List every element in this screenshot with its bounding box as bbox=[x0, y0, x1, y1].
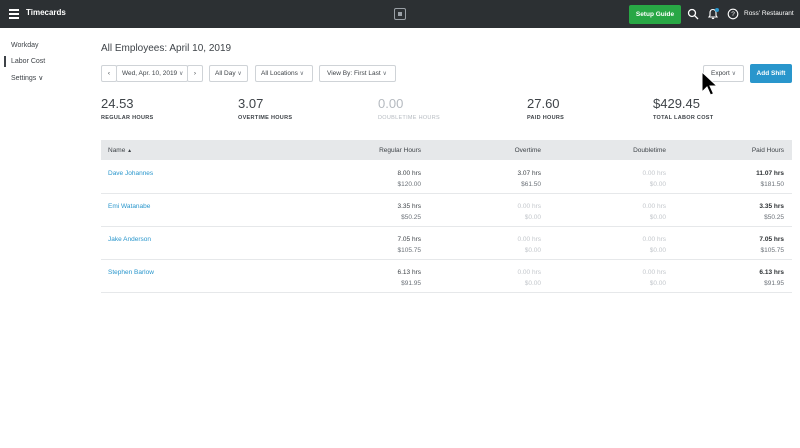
chevron-left-icon: ‹ bbox=[107, 70, 111, 77]
doubletime-pay: $0.00 bbox=[649, 247, 666, 254]
paid-hours: 11.07 hrs bbox=[756, 170, 784, 177]
notification-dot bbox=[715, 8, 719, 12]
regular-pay: $91.95 bbox=[401, 280, 421, 287]
stat-doubletime-hours: 0.00 DOUBLETIME HOURS bbox=[378, 96, 440, 121]
regular-hours: 6.13 hrs bbox=[397, 269, 422, 276]
stat-label: TOTAL LABOR COST bbox=[653, 115, 714, 121]
sort-ascending-icon: ▲ bbox=[127, 148, 133, 154]
stat-value: 27.60 bbox=[527, 96, 560, 111]
regular-hours: 3.35 hrs bbox=[397, 203, 422, 210]
paid-hours: 6.13 hrs bbox=[759, 269, 784, 276]
setup-guide-button[interactable]: Setup Guide bbox=[629, 5, 681, 24]
mouse-cursor-icon bbox=[701, 71, 719, 96]
regular-hours: 8.00 hrs bbox=[397, 170, 422, 177]
locations-value: All Locations bbox=[261, 70, 298, 77]
help-icon[interactable]: ? bbox=[727, 8, 739, 20]
regular-pay: $50.25 bbox=[401, 214, 421, 221]
sidebar-item-settings[interactable]: Settings ∨ bbox=[11, 75, 44, 82]
export-label: Export bbox=[710, 70, 730, 77]
employee-name-link[interactable]: Stephen Barlow bbox=[108, 269, 154, 276]
overtime-hours: 0.00 hrs bbox=[517, 269, 542, 276]
regular-pay: $105.75 bbox=[397, 247, 422, 254]
column-header-doubletime: Doubletime bbox=[633, 147, 666, 154]
app-title: Timecards bbox=[26, 8, 66, 17]
chevron-down-icon: ∨ bbox=[731, 71, 736, 77]
table-row: Jake Anderson 7.05 hrs $105.75 0.00 hrs … bbox=[101, 227, 792, 260]
doubletime-pay: $0.00 bbox=[649, 214, 666, 221]
table-header: Name ▲ Regular Hours Overtime Doubletime… bbox=[101, 140, 792, 160]
doubletime-pay: $0.00 bbox=[649, 280, 666, 287]
paid-hours: 3.35 hrs bbox=[759, 203, 784, 210]
column-header-paid-hours: Paid Hours bbox=[751, 147, 784, 154]
stat-regular-hours: 24.53 REGULAR HOURS bbox=[101, 96, 153, 121]
stat-total-labor-cost: $429.45 TOTAL LABOR COST bbox=[653, 96, 713, 121]
stat-value: 0.00 bbox=[378, 96, 404, 111]
sidebar-active-indicator bbox=[4, 56, 6, 67]
chevron-down-icon: ∨ bbox=[382, 71, 387, 77]
stat-label: DOUBLETIME HOURS bbox=[378, 115, 440, 121]
employee-name-link[interactable]: Dave Johannes bbox=[108, 170, 154, 177]
paid-hours: 7.05 hrs bbox=[759, 236, 784, 243]
overtime-pay: $61.50 bbox=[521, 181, 541, 188]
column-header-regular-hours: Regular Hours bbox=[379, 147, 421, 154]
overtime-pay: $0.00 bbox=[524, 214, 541, 221]
stat-value: 3.07 bbox=[238, 96, 264, 111]
table-row: Stephen Barlow 6.13 hrs $91.95 0.00 hrs … bbox=[101, 260, 792, 293]
column-header-name[interactable]: Name ▲ bbox=[108, 147, 132, 154]
chevron-down-icon: ∨ bbox=[237, 71, 242, 77]
stat-value: 24.53 bbox=[101, 96, 134, 111]
overtime-pay: $0.00 bbox=[524, 247, 541, 254]
doubletime-hours: 0.00 hrs bbox=[642, 269, 667, 276]
chevron-right-icon: › bbox=[193, 70, 197, 77]
view-by-dropdown[interactable]: View By: First Last ∨ bbox=[319, 65, 396, 82]
sidebar-item-labor-cost[interactable]: Labor Cost bbox=[11, 58, 46, 65]
time-filter-dropdown[interactable]: All Day ∨ bbox=[209, 65, 248, 82]
time-filter-value: All Day bbox=[215, 70, 236, 77]
overtime-pay: $0.00 bbox=[524, 280, 541, 287]
date-picker[interactable]: Wed, Apr. 10, 2019 ∨ bbox=[116, 65, 188, 82]
prev-date-button[interactable]: ‹ bbox=[101, 65, 117, 82]
stat-label: PAID HOURS bbox=[527, 115, 565, 121]
table-row: Dave Johannes 8.00 hrs $120.00 3.07 hrs … bbox=[101, 161, 792, 194]
page-title: All Employees: April 10, 2019 bbox=[101, 43, 232, 54]
stat-overtime-hours: 3.07 OVERTIME HOURS bbox=[238, 96, 292, 121]
doubletime-pay: $0.00 bbox=[649, 181, 666, 188]
square-logo-icon[interactable] bbox=[394, 8, 406, 20]
top-bar: Timecards Setup Guide ? Ross' Restaurant bbox=[0, 0, 800, 28]
view-by-value: View By: First Last bbox=[327, 70, 381, 77]
sidebar-item-workday[interactable]: Workday bbox=[11, 42, 39, 49]
paid-pay: $105.75 bbox=[760, 247, 785, 254]
account-name[interactable]: Ross' Restaurant bbox=[744, 10, 794, 17]
next-date-button[interactable]: › bbox=[187, 65, 203, 82]
svg-text:?: ? bbox=[731, 11, 735, 18]
locations-dropdown[interactable]: All Locations ∨ bbox=[255, 65, 313, 82]
stat-label: OVERTIME HOURS bbox=[238, 115, 293, 121]
table-row: Emi Watanabe 3.35 hrs $50.25 0.00 hrs $0… bbox=[101, 194, 792, 227]
chevron-down-icon: ∨ bbox=[299, 71, 305, 77]
add-shift-button[interactable]: Add Shift bbox=[750, 64, 792, 83]
regular-pay: $120.00 bbox=[397, 181, 422, 188]
chevron-down-icon: ∨ bbox=[178, 71, 184, 77]
doubletime-hours: 0.00 hrs bbox=[642, 170, 667, 177]
overtime-hours: 0.00 hrs bbox=[517, 203, 542, 210]
search-icon[interactable] bbox=[687, 8, 699, 20]
stat-paid-hours: 27.60 PAID HOURS bbox=[527, 96, 564, 121]
employee-name-link[interactable]: Jake Anderson bbox=[108, 236, 152, 243]
column-header-overtime: Overtime bbox=[514, 147, 541, 154]
doubletime-hours: 0.00 hrs bbox=[642, 236, 667, 243]
overtime-hours: 0.00 hrs bbox=[517, 236, 542, 243]
regular-hours: 7.05 hrs bbox=[397, 236, 422, 243]
column-header-label: Name bbox=[108, 147, 126, 154]
paid-pay: $50.25 bbox=[764, 214, 784, 221]
menu-icon[interactable] bbox=[9, 9, 19, 19]
paid-pay: $181.50 bbox=[760, 181, 785, 188]
paid-pay: $91.95 bbox=[764, 280, 784, 287]
bell-icon[interactable] bbox=[707, 8, 719, 20]
stat-label: REGULAR HOURS bbox=[101, 115, 154, 121]
employee-name-link[interactable]: Emi Watanabe bbox=[108, 203, 151, 210]
date-value: Wed, Apr. 10, 2019 bbox=[122, 70, 178, 77]
doubletime-hours: 0.00 hrs bbox=[642, 203, 667, 210]
overtime-hours: 3.07 hrs bbox=[517, 170, 542, 177]
stat-value: $429.45 bbox=[653, 96, 700, 111]
